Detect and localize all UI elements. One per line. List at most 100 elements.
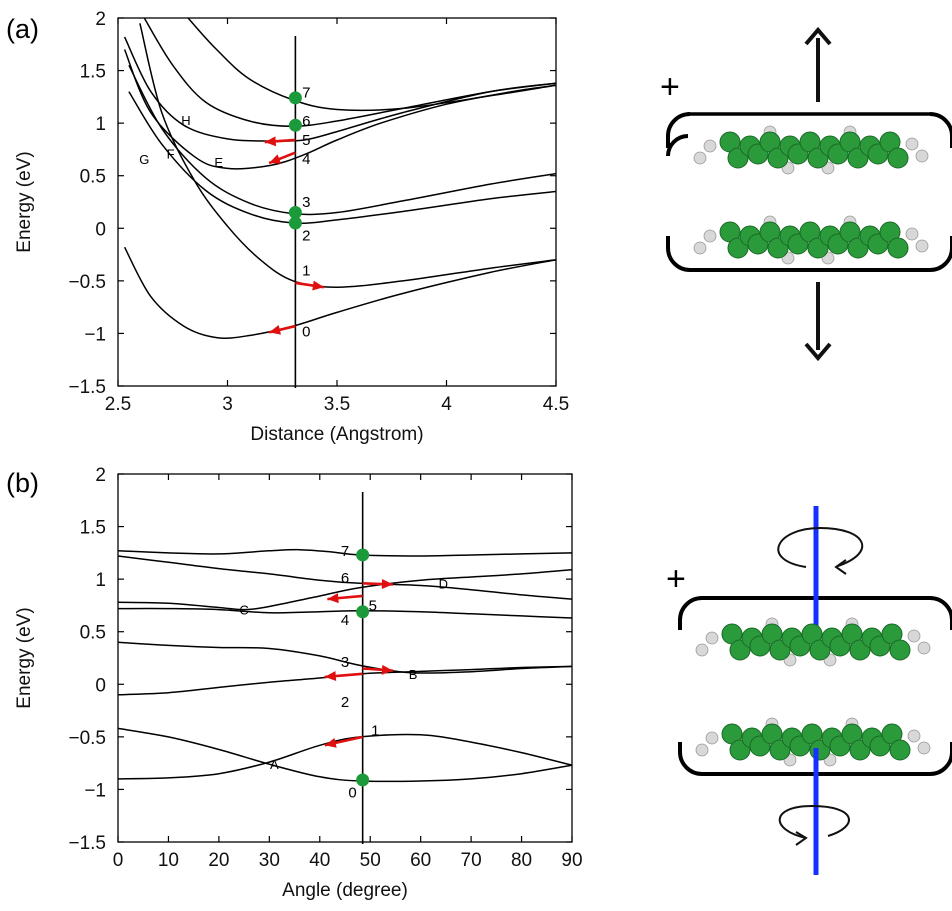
y-tick-label: 1 [95,114,106,135]
y-tick-label: −1.5 [68,377,106,398]
panel-a-label: (a) [6,14,39,44]
molecule-lower-a [693,215,929,265]
series-line-4 [118,607,572,619]
y-tick-label: 2 [95,465,106,486]
annotation-10: C [239,603,248,618]
plot-frame [117,473,573,843]
bracket-top-corner-left [666,112,691,148]
annotation-7: 0 [348,785,356,802]
x-tick-label: 50 [360,850,381,871]
bracket-bottom [666,236,952,272]
schematic-b-rotate: + [666,506,952,875]
state-marker-1 [356,605,370,619]
x-tick-label: 30 [259,850,280,871]
series-line-7 [118,548,572,557]
series-line-1 [139,23,556,288]
annotation-11: D [439,576,448,591]
rotation-arrow-top-icon [777,526,864,568]
x-tick-label: 10 [158,850,179,871]
y-tick-label: −1 [84,780,106,801]
annotation-5: 2 [302,228,310,245]
hydrogen-atom [905,227,919,241]
carbon-atom [889,639,911,661]
rotation-arrowhead-bottom-icon [795,831,808,846]
rotation-arrowhead-top-icon [834,559,847,575]
y-tick-label: 0.5 [80,167,106,188]
series-line-0 [118,727,572,783]
y-tick-label: 1.5 [80,62,106,83]
x-tick-label: 4.5 [543,394,569,415]
molecule-upper-a [693,125,929,175]
series-group [123,18,556,339]
hydrogen-atom [703,229,717,243]
hydrogen-atom [695,643,709,657]
x-tick-label: 70 [461,850,482,871]
annotation-9: B [409,667,418,682]
state-marker-0 [288,91,302,105]
series-line-3 [128,64,556,216]
carbon-atom [887,147,909,169]
y-tick-label: −0.5 [68,728,106,749]
annotation-9: G [139,152,149,167]
arrowhead-2 [312,280,324,291]
molecule-upper-b [695,617,931,667]
hydrogen-atom [695,743,709,757]
hydrogen-atom [915,149,929,163]
hydrogen-atom [703,139,717,153]
arrowhead-0 [264,136,277,147]
x-tick-label: 0 [113,850,124,871]
chart-a-distance: 2.5 3 3.5 4 4.5 2 1.5 1 0.5 0 −0.5 −1 −1.5 Distance (… [14,9,569,445]
x-tick-label: 60 [410,850,431,871]
carbon-atom [889,739,911,761]
y-axis-label: Energy (eV) [14,151,35,252]
plus-sign-b: + [666,560,686,598]
panel-b-label: (b) [6,468,39,498]
y-tick-label: −0.5 [68,272,106,293]
annotation-1: 6 [341,570,349,587]
plot-frame [117,17,557,387]
state-marker-0 [356,548,370,562]
x-tick-label: 4 [441,394,452,415]
annotation-2: 5 [302,132,310,149]
y-tick-label: −1 [84,324,106,345]
annotation-6: 1 [371,723,379,740]
arrow-up-icon [804,26,832,46]
state-marker-2 [288,206,302,220]
chart-b-angle: 0 10 20 30 40 50 60 70 80 9021.510.50−0.5−1−1.5An… [14,465,583,901]
hydrogen-atom [907,729,921,743]
annotation-3: 4 [341,612,349,629]
y-tick-label: 1.5 [80,518,106,539]
series-group [118,548,572,783]
arrowhead-4 [324,738,337,748]
y-axis-label: Energy (eV) [14,607,35,708]
annotation-0: 7 [341,543,349,560]
y-tick-label: 0 [95,219,106,240]
arrowhead-3 [324,671,337,681]
series-line-3 [118,641,572,674]
y-tick-label: 0 [95,675,106,696]
arrowhead-3 [269,324,281,335]
arrowhead-2 [381,664,393,675]
rotation-arrow-bottom-icon [778,804,850,839]
annotation-2: 5 [369,597,377,614]
x-tick-label: 90 [561,850,582,871]
x-tick-label: 2.5 [105,394,131,415]
series-line-1 [118,733,572,780]
plus-sign-a: + [660,68,680,106]
arrowhead-0 [381,579,393,590]
arrow-down-icon [804,342,832,362]
annotation-1: 6 [302,113,310,130]
hydrogen-atom [705,631,719,645]
annotation-8: A [270,757,279,772]
x-tick-label: 20 [208,850,229,871]
hydrogen-atom [705,731,719,745]
state-marker-3 [288,216,302,230]
annotation-5: 2 [341,694,349,711]
annotation-7: 0 [302,323,310,340]
arrowhead-1 [327,593,339,604]
hydrogen-atom [905,137,919,151]
y-tick-label: 2 [95,9,106,30]
arrowhead-1 [269,154,282,164]
y-tick-label: −1.5 [68,833,106,854]
